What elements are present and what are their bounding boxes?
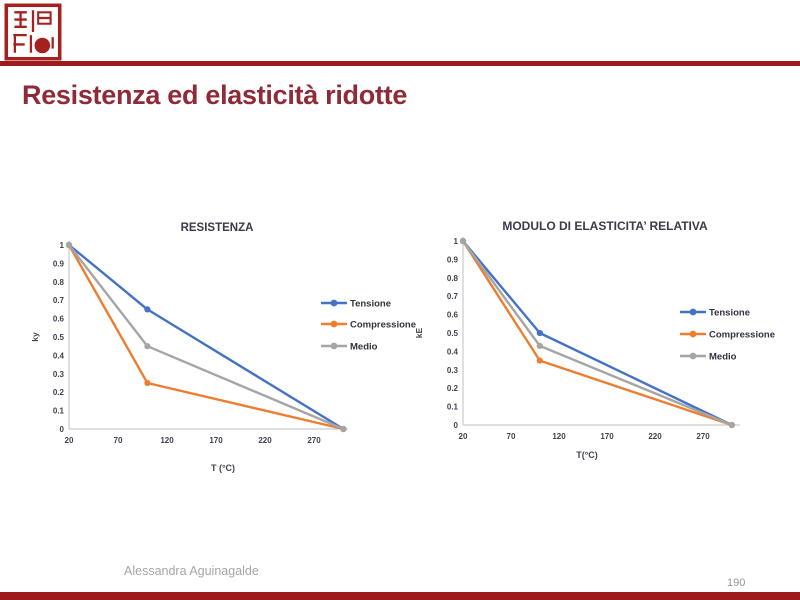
y-tick-label: 0.6 [447, 311, 459, 320]
y-tick-label: 0.8 [447, 274, 459, 283]
footer-author: Alessandra Aguinagalde [124, 564, 259, 578]
data-point-medio [536, 342, 543, 349]
legend-label: Tensione [350, 298, 391, 309]
y-tick-label: 0.4 [53, 351, 65, 360]
y-tick-label: 0.3 [53, 370, 65, 379]
x-tick-label: 220 [648, 432, 662, 441]
legend-label: Compressione [350, 319, 416, 330]
legend-marker [689, 330, 697, 338]
data-point-medio [459, 237, 467, 245]
y-tick-label: 0.6 [53, 315, 65, 324]
page-number: 190 [727, 577, 746, 589]
x-tick-label: 70 [507, 432, 516, 441]
modulo-elasticita-chart-svg: MODULO DI ELASTICITA’ RELATIVA 0 0.1 0.2 0.3… [414, 219, 775, 460]
x-tick-label: 270 [307, 436, 321, 445]
top-accent-bar [0, 61, 800, 66]
series-line-compressione [67, 244, 344, 431]
legend-marker [330, 342, 338, 350]
y-tick-label: 0.5 [53, 333, 65, 342]
legend-label: Medio [709, 351, 737, 362]
x-tick-label: 170 [209, 436, 223, 445]
y-tick-label: 0.2 [53, 388, 65, 397]
seal-logo-icon [4, 3, 62, 61]
series-line-tensione [68, 244, 345, 431]
x-axis-label: T(°C) [576, 450, 598, 460]
data-point-tensione [144, 306, 151, 313]
x-tick-label: 220 [258, 436, 272, 445]
chart-resistenza: RESISTENZA 0 0.1 0.2 0.3 0.4 0.5 0.6 0.7 0.8 0.9 1 2… [30, 213, 425, 483]
data-point-medio [728, 421, 735, 429]
x-tick-label: 120 [552, 432, 566, 441]
x-tick-label: 270 [696, 432, 710, 441]
y-tick-label: 0.3 [447, 366, 459, 375]
legend-marker [330, 299, 338, 307]
legend-item-tensione: Tensione [321, 298, 391, 309]
y-tick-label: 0.9 [447, 255, 459, 264]
x-tick-label: 170 [600, 432, 614, 441]
resistenza-chart-svg: RESISTENZA00.10.20.30.40.50.60.70.80.912… [30, 222, 416, 473]
x-tick-label: 120 [160, 436, 174, 445]
y-tick-label: 0 [60, 425, 65, 434]
y-tick-label: 0.1 [447, 403, 459, 412]
y-tick-label: 0.1 [53, 407, 65, 416]
y-axis-label: kE [415, 327, 424, 338]
legend-label: Tensione [709, 307, 750, 318]
legend-item-medio: Medio [680, 351, 737, 362]
data-point-medio [65, 241, 73, 249]
x-axis-label: T (°C) [211, 463, 235, 473]
y-tick-label: 0.2 [447, 384, 459, 393]
slide-title: Resistenza ed elasticità ridotte [22, 80, 408, 110]
data-point-medio [144, 343, 151, 350]
y-tick-label: 0.4 [447, 347, 459, 356]
data-point-medio [340, 425, 347, 433]
data-point-tensione [536, 329, 543, 337]
data-point-compressione [536, 357, 543, 364]
y-tick-label: 0.5 [447, 329, 459, 338]
chart-modulo-elasticita: MODULO DI ELASTICITA’ RELATIVA 0 0.1 0.2 0.3… [414, 211, 800, 481]
chart-title: RESISTENZA [181, 222, 254, 234]
legend-item-tensione: Tensione [680, 307, 750, 318]
legend-item-compressione: Compressione [680, 329, 775, 340]
x-tick-label: 70 [114, 436, 123, 445]
legend-label: Medio [350, 341, 378, 352]
legend-item-medio: Medio [321, 341, 378, 352]
legend-marker [330, 320, 338, 328]
y-tick-label: 0.7 [447, 292, 459, 301]
series-line-medio [68, 244, 344, 431]
x-tick-label: 20 [459, 432, 468, 441]
legend-marker [689, 308, 697, 316]
bottom-accent-bar [0, 592, 800, 600]
y-axis-label: ky [30, 332, 40, 342]
y-tick-label: 1 [454, 237, 459, 246]
chart-title: MODULO DI ELASTICITA’ RELATIVA [502, 219, 708, 233]
y-tick-label: 1 [60, 241, 65, 250]
y-tick-label: 0.7 [53, 296, 65, 305]
y-tick-label: 0.8 [53, 278, 65, 287]
legend-marker [689, 352, 697, 360]
data-point-compressione [144, 379, 151, 387]
y-tick-label: 0.9 [53, 259, 65, 268]
legend-item-compressione: Compressione [321, 319, 416, 330]
legend-label: Compressione [709, 329, 775, 340]
y-tick-label: 0 [454, 421, 459, 430]
x-tick-label: 20 [65, 436, 74, 445]
